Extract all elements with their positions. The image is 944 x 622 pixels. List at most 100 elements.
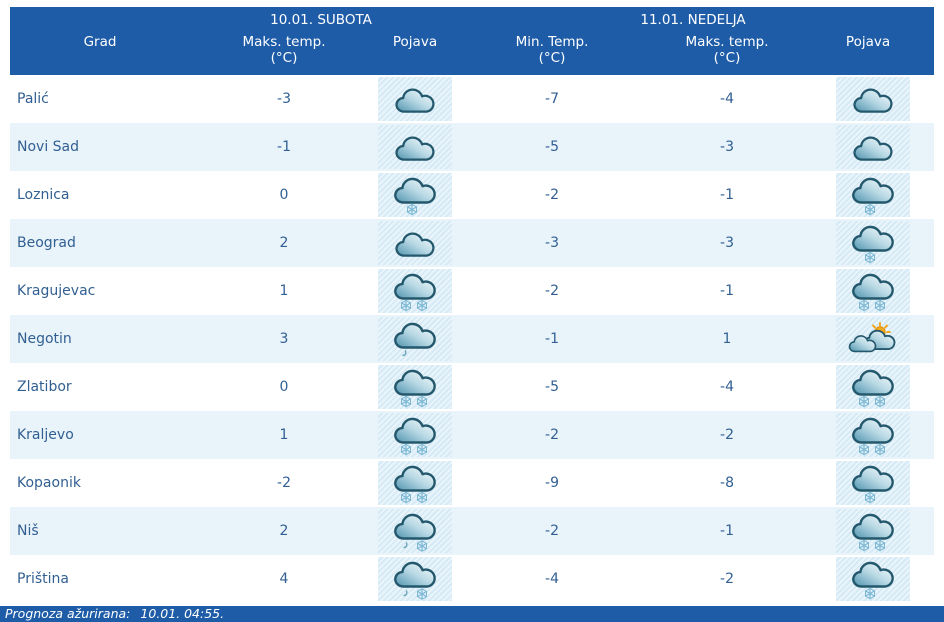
sat-max-temp-cell: 1: [190, 411, 378, 459]
city-cell: Priština: [10, 555, 190, 603]
sun-min-temp-cell: -3: [452, 219, 653, 267]
saturday-date-header: 10.01. SUBOTA: [190, 7, 453, 34]
sunday-date-header: 11.01. NEDELJA: [452, 7, 935, 34]
sun-max-temp-cell: 1: [652, 315, 803, 363]
cloud-snow-1-icon: [836, 461, 911, 505]
sun-weather-cell: [802, 459, 935, 507]
sat-weather-cell: [378, 459, 453, 507]
city-cell: Novi Sad: [10, 123, 190, 171]
city-cell: Zlatibor: [10, 363, 190, 411]
cloud-snow-1-icon: [378, 173, 452, 217]
column-labels-row: Grad Maks. temp. (°C) Pojava Min. Temp. …: [10, 34, 935, 75]
sat-weather-cell: [378, 267, 453, 315]
forecast-updated-bar: Prognoza ažurirana: 10.01. 04:55.: [0, 606, 944, 622]
sat-weather-cell: [378, 315, 453, 363]
city-cell: Loznica: [10, 171, 190, 219]
sun-min-temp-cell: -9: [452, 459, 653, 507]
city-cell: Negotin: [10, 315, 190, 363]
table-row: Loznica 0 -2 -1: [10, 171, 935, 219]
sun-max-temp-cell: -1: [652, 507, 803, 555]
sat-max-temp-cell: 1: [190, 267, 378, 315]
table-row: Kraljevo 1 -2 -2: [10, 411, 935, 459]
sun-max-temp-cell: -2: [652, 411, 803, 459]
sat-max-temp-cell: 0: [190, 171, 378, 219]
table-row: Novi Sad -1 -5 -3: [10, 123, 935, 171]
sat-max-temp-cell: 2: [190, 219, 378, 267]
table-row: Niš 2 -2 -1: [10, 507, 935, 555]
sun-weather-cell: [802, 267, 935, 315]
city-column-header: Grad: [10, 34, 190, 75]
cloud-snow-2-icon: [836, 413, 911, 457]
sat-max-temp-cell: 4: [190, 555, 378, 603]
cloud-snow-2-icon: [378, 413, 452, 457]
empty-header-cell: [10, 7, 190, 34]
sun-min-temp-cell: -5: [452, 123, 653, 171]
table-row: Negotin 3 -1 1: [10, 315, 935, 363]
sun-weather-cell: [802, 219, 935, 267]
table-row: Priština 4 -4 -2: [10, 555, 935, 603]
cloud-icon: [836, 77, 911, 121]
sat-max-temp-cell: -1: [190, 123, 378, 171]
forecast-table: 10.01. SUBOTA 11.01. NEDELJA Grad Maks. …: [10, 7, 935, 603]
sun-max-temp-cell: -8: [652, 459, 803, 507]
sat-weather-cell: [378, 555, 453, 603]
sun-max-temp-cell: -4: [652, 75, 803, 123]
sat-weather-cell: [378, 219, 453, 267]
sun-min-temp-cell: -2: [452, 171, 653, 219]
sat-max-temp-cell: 3: [190, 315, 378, 363]
sun-max-temp-label: Maks. temp.: [685, 34, 769, 50]
table-row: Zlatibor 0 -5 -4: [10, 363, 935, 411]
city-cell: Palić: [10, 75, 190, 123]
cloud-drizzle-icon: [378, 317, 452, 361]
sun-min-temp-cell: -2: [452, 507, 653, 555]
sun-weather-cell: [802, 315, 935, 363]
sun-weather-cell: [802, 123, 935, 171]
sun-min-temp-cell: -4: [452, 555, 653, 603]
cloud-icon: [378, 77, 452, 121]
sun-max-temp-cell: -1: [652, 171, 803, 219]
city-cell: Kraljevo: [10, 411, 190, 459]
city-cell: Niš: [10, 507, 190, 555]
forecast-updated-label: Prognoza ažurirana:: [5, 606, 131, 621]
forecast-updated-value: 10.01. 04:55.: [140, 606, 225, 621]
table-row: Kragujevac 1 -2 -1: [10, 267, 935, 315]
cloud-icon: [836, 125, 911, 169]
sat-max-temp-column-header: Maks. temp. (°C): [190, 34, 378, 75]
sun-min-temp-label: Min. Temp.: [515, 34, 589, 50]
cloud-snow-1-icon: [836, 557, 911, 601]
sun-min-temp-column-header: Min. Temp. (°C): [452, 34, 653, 75]
forecast-table-body: Palić -3 -7 -4 Novi Sad -1 -5 -3 Loznica 0 -2 -1 Beo…: [10, 75, 935, 603]
city-cell: Beograd: [10, 219, 190, 267]
forecast-table-wrap: 10.01. SUBOTA 11.01. NEDELJA Grad Maks. …: [10, 7, 935, 603]
sat-pojava-column-header: Pojava: [378, 34, 453, 75]
sat-weather-cell: [378, 411, 453, 459]
sat-weather-cell: [378, 123, 453, 171]
sat-weather-cell: [378, 75, 453, 123]
sat-weather-cell: [378, 507, 453, 555]
sun-weather-cell: [802, 363, 935, 411]
sun-min-temp-cell: -1: [452, 315, 653, 363]
sun-weather-cell: [802, 555, 935, 603]
sun-max-temp-column-header: Maks. temp. (°C): [652, 34, 803, 75]
table-row: Kopaonik -2 -9 -8: [10, 459, 935, 507]
dates-row: 10.01. SUBOTA 11.01. NEDELJA: [10, 7, 935, 34]
sun-weather-cell: [802, 411, 935, 459]
cloud-icon: [378, 221, 452, 265]
sat-weather-cell: [378, 363, 453, 411]
cloud-sleet-icon: [378, 557, 452, 601]
cloud-snow-2-icon: [378, 269, 452, 313]
cloud-snow-1-icon: [836, 221, 911, 265]
table-row: Palić -3 -7 -4: [10, 75, 935, 123]
cloud-sleet-icon: [378, 509, 452, 553]
cloud-snow-2-icon: [378, 461, 452, 505]
sun-min-temp-cell: -5: [452, 363, 653, 411]
sun-max-temp-unit: (°C): [713, 50, 741, 66]
forecast-table-header: 10.01. SUBOTA 11.01. NEDELJA Grad Maks. …: [10, 7, 935, 75]
city-cell: Kopaonik: [10, 459, 190, 507]
sun-pojava-column-header: Pojava: [802, 34, 935, 75]
cloud-snow-2-icon: [836, 509, 911, 553]
sat-max-temp-unit: (°C): [270, 50, 298, 66]
sun-weather-cell: [802, 75, 935, 123]
sun-min-temp-unit: (°C): [538, 50, 566, 66]
